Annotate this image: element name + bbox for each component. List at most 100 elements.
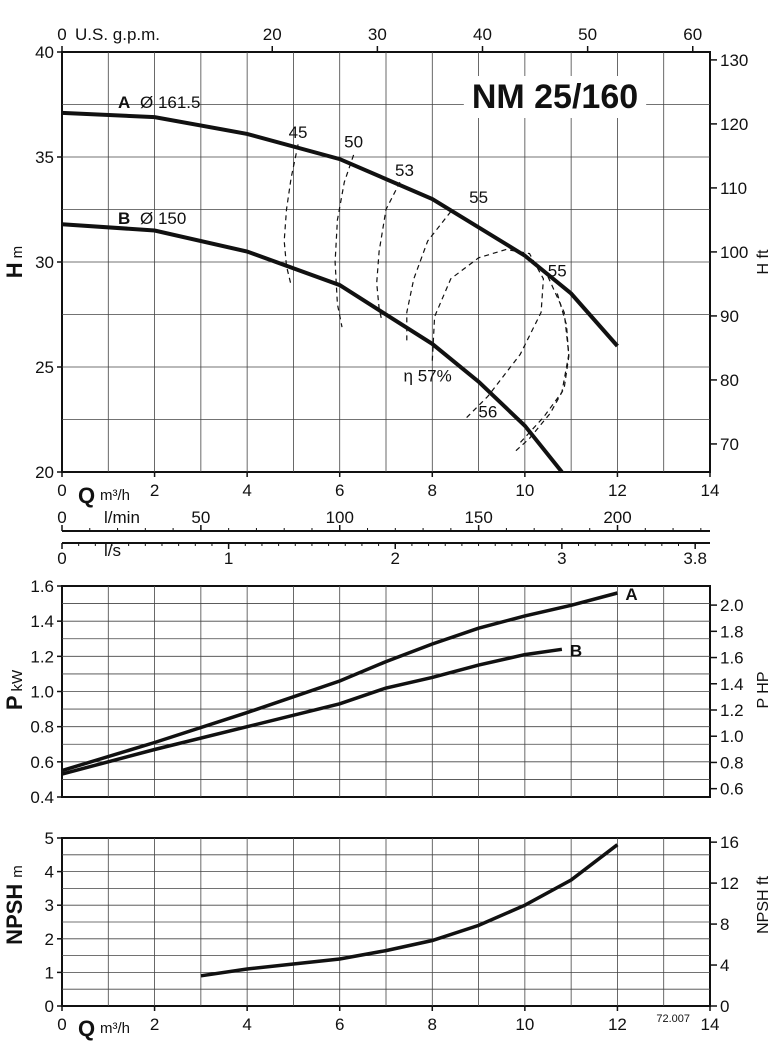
head-x-tick-label: 4 xyxy=(242,481,251,500)
head-right-tick-label: 70 xyxy=(720,435,739,454)
power-right-tick-label: 1.2 xyxy=(720,701,744,720)
npsh-y-tick-label: 1 xyxy=(45,963,54,982)
npsh-x-tick-label: 8 xyxy=(428,1015,437,1034)
lmin-tick-label: 150 xyxy=(464,508,492,527)
power-curve-b xyxy=(61,647,563,776)
ls-tick-label: 1 xyxy=(224,549,233,568)
head-y-tick-label: 35 xyxy=(35,148,54,167)
head-x-axis-label: Q xyxy=(78,483,95,508)
npsh-y-tick-label: 5 xyxy=(45,829,54,848)
npsh-x-axis-label: Q xyxy=(78,1016,95,1041)
power-y-tick-label: 0.4 xyxy=(30,788,54,807)
npsh-y-tick-label: 3 xyxy=(45,896,54,915)
lmin-tick-label: 50 xyxy=(191,508,210,527)
gpm-tick-label: 40 xyxy=(473,25,492,44)
head-x-tick-label: 2 xyxy=(150,481,159,500)
head-x-tick-label: 6 xyxy=(335,481,344,500)
npsh-x-tick-label: 2 xyxy=(150,1015,159,1034)
head-right-tick-label: 90 xyxy=(720,307,739,326)
npsh-x-tick-label: 14 xyxy=(701,1015,720,1034)
head-x-tick-label: 8 xyxy=(428,481,437,500)
head-y-tick-label: 25 xyxy=(35,358,54,377)
head-right-axis-label: H ft xyxy=(755,249,772,274)
npsh-y-tick-label: 4 xyxy=(45,863,54,882)
head-right-tick-label: 130 xyxy=(720,51,748,70)
lmin-tick-label: 200 xyxy=(603,508,631,527)
gpm-axis-label: U.S. g.p.m. xyxy=(75,25,160,44)
npsh-x-tick-label: 6 xyxy=(335,1015,344,1034)
efficiency-contour xyxy=(376,181,401,319)
head-y-tick-label: 40 xyxy=(35,43,54,62)
npsh-x-tick-label: 12 xyxy=(608,1015,627,1034)
efficiency-contour xyxy=(515,293,570,452)
power-right-tick-label: 1.4 xyxy=(720,675,744,694)
head-x-tick-label: 10 xyxy=(515,481,534,500)
gpm-tick-label: 20 xyxy=(263,25,282,44)
efficiency-contour-label: 50 xyxy=(344,133,363,152)
head-x-tick-label: 0 xyxy=(57,481,66,500)
head-right-tick-label: 100 xyxy=(720,243,748,262)
head-x-tick-label: 14 xyxy=(701,481,720,500)
lmin-tick-label: 100 xyxy=(326,508,354,527)
head-right-tick-label: 120 xyxy=(720,115,748,134)
power-y-axis-label: PkW xyxy=(2,669,27,710)
power-y-tick-label: 0.8 xyxy=(30,718,54,737)
gpm-tick-label: 0 xyxy=(57,25,66,44)
lmin-axis-label: l/min xyxy=(104,508,140,527)
power-curve-label: B xyxy=(570,641,582,660)
head-x-tick-label: 12 xyxy=(608,481,627,500)
head-curve-label: B xyxy=(118,209,130,228)
power-right-tick-label: 1.0 xyxy=(720,727,744,746)
npsh-right-tick-label: 0 xyxy=(720,997,729,1016)
npsh-y-tick-label: 0 xyxy=(45,997,54,1016)
efficiency-contour xyxy=(334,154,355,328)
npsh-curve xyxy=(200,843,619,978)
npsh-right-axis-label: NPSH ft xyxy=(755,876,772,934)
lmin-tick-label: 0 xyxy=(57,508,66,527)
npsh-x-tick-label: 4 xyxy=(242,1015,251,1034)
gpm-tick-label: 30 xyxy=(368,25,387,44)
efficiency-contour-label: 55 xyxy=(469,188,488,207)
head-y-axis-label: Hm xyxy=(2,246,27,278)
npsh-right-tick-label: 12 xyxy=(720,874,739,893)
head-curve-diameter: Ø 150 xyxy=(140,209,186,228)
npsh-right-tick-label: 8 xyxy=(720,915,729,934)
model-title: NM 25/160 xyxy=(472,78,638,116)
ls-tick-label: 3.8 xyxy=(683,549,707,568)
efficiency-contour xyxy=(406,211,452,342)
power-right-tick-label: 0.6 xyxy=(720,780,744,799)
power-y-tick-label: 0.6 xyxy=(30,753,54,772)
efficiency-contour-label: 53 xyxy=(395,161,414,180)
efficiency-contour xyxy=(431,248,545,420)
efficiency-contour xyxy=(519,276,570,444)
ls-tick-label: 3 xyxy=(557,549,566,568)
title-backdrop xyxy=(463,76,647,118)
npsh-right-tick-label: 4 xyxy=(720,956,729,975)
npsh-x-tick-label: 10 xyxy=(515,1015,534,1034)
npsh-right-tick-label: 16 xyxy=(720,833,739,852)
efficiency-contour xyxy=(283,144,299,286)
npsh-x-axis-unit: m³/h xyxy=(100,1020,130,1037)
npsh-y-axis-label: NPSHm xyxy=(2,865,27,945)
power-right-tick-label: 1.8 xyxy=(720,622,744,641)
head-right-tick-label: 110 xyxy=(720,179,747,198)
power-right-tick-label: 0.8 xyxy=(720,753,744,772)
efficiency-contour-label: η 57% xyxy=(404,367,452,386)
document-code: 72.007 xyxy=(656,1013,690,1025)
head-curve-label: A xyxy=(118,93,130,112)
npsh-y-tick-label: 2 xyxy=(45,930,54,949)
gpm-tick-label: 50 xyxy=(578,25,597,44)
power-curve-a xyxy=(61,591,618,773)
power-y-tick-label: 1.2 xyxy=(30,647,54,666)
head-y-tick-label: 30 xyxy=(35,253,54,272)
power-y-tick-label: 1.6 xyxy=(30,577,54,596)
efficiency-contour-label: 56 xyxy=(478,402,497,421)
power-y-tick-label: 1.4 xyxy=(30,612,54,631)
power-y-tick-label: 1.0 xyxy=(30,683,54,702)
power-right-tick-label: 2.0 xyxy=(720,596,744,615)
power-right-tick-label: 1.6 xyxy=(720,649,744,668)
head-x-axis-unit: m³/h xyxy=(100,487,130,504)
head-curve-a xyxy=(61,110,619,348)
ls-tick-label: 0 xyxy=(57,549,66,568)
